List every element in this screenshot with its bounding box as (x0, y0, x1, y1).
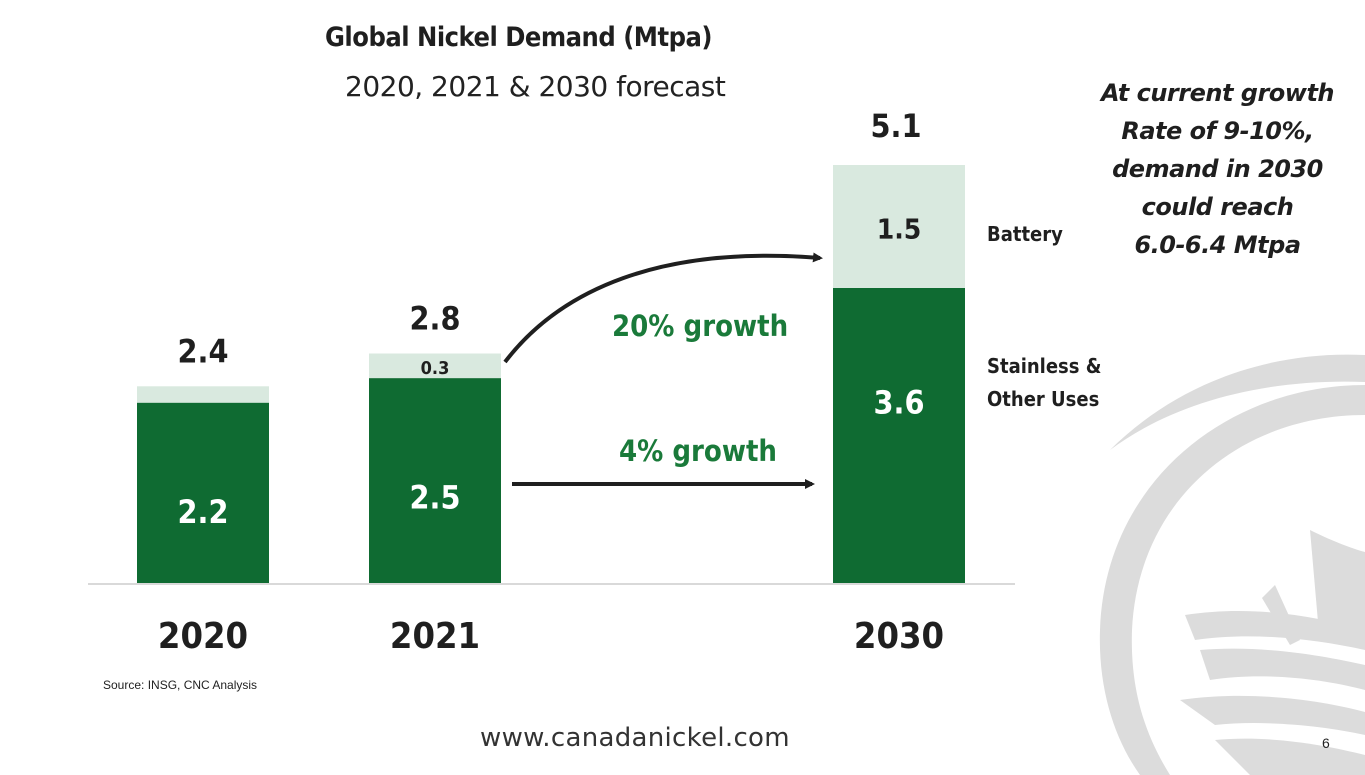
growth-note-line: demand in 2030 (1112, 155, 1323, 183)
growth-note: At current growth Rate of 9-10%, demand … (1085, 74, 1350, 264)
total-label-2020: 2.4 (178, 332, 229, 370)
growth-note-line: At current growth (1101, 79, 1335, 107)
bar-2021-stainless (369, 378, 501, 583)
growth-arrow-20pct (503, 252, 823, 364)
chart-title: Global Nickel Demand (Mtpa) (325, 22, 712, 53)
x-tick-label-2030: 2030 (854, 616, 944, 657)
logo-peak (1262, 585, 1300, 645)
x-tick-label-2021: 2021 (390, 616, 480, 657)
source-note: Source: INSG, CNC Analysis (103, 678, 258, 692)
bar-label-2021-stainless: 2.5 (410, 479, 461, 517)
legend-stainless-line2: Other Uses (987, 387, 1099, 411)
bar-label-2020-stainless: 2.2 (178, 493, 229, 531)
logo-leaf-4 (1215, 738, 1365, 775)
bar-label-2021-battery: 0.3 (421, 358, 450, 379)
legend-battery: Battery (987, 222, 1063, 246)
x-tick-label-2020: 2020 (158, 616, 248, 657)
total-label-2030: 5.1 (871, 107, 922, 145)
annotation-20pct-growth: 20% growth (612, 309, 788, 343)
bar-2020-battery (137, 386, 269, 403)
bar-label-2030-stainless: 3.6 (874, 383, 925, 421)
page-number: 6 (1322, 735, 1330, 751)
logo-swoosh-outer (1110, 354, 1365, 450)
logo-ring (1099, 385, 1365, 775)
growth-note-line: 6.0-6.4 Mtpa (1134, 231, 1301, 259)
bar-2021-battery (369, 353, 501, 379)
bar-label-2030-battery: 1.5 (877, 212, 922, 245)
total-label-2021: 2.8 (410, 300, 461, 338)
logo-leaf-upper (1310, 530, 1365, 640)
bar-2020-stainless (137, 402, 269, 583)
bar-2030-battery (833, 165, 965, 288)
website-link[interactable]: www.canadanickel.com (480, 723, 790, 753)
logo-leaf-3 (1180, 695, 1365, 735)
chart-subtitle: 2020, 2021 & 2030 forecast (345, 70, 726, 103)
bar-2030-stainless (833, 287, 965, 583)
growth-note-line: could reach (1141, 193, 1294, 221)
growth-note-line: Rate of 9-10%, (1121, 117, 1314, 145)
legend-stainless-line1: Stainless & (987, 354, 1101, 378)
annotation-4pct-growth: 4% growth (619, 434, 777, 468)
logo-leaf-2 (1200, 648, 1365, 690)
